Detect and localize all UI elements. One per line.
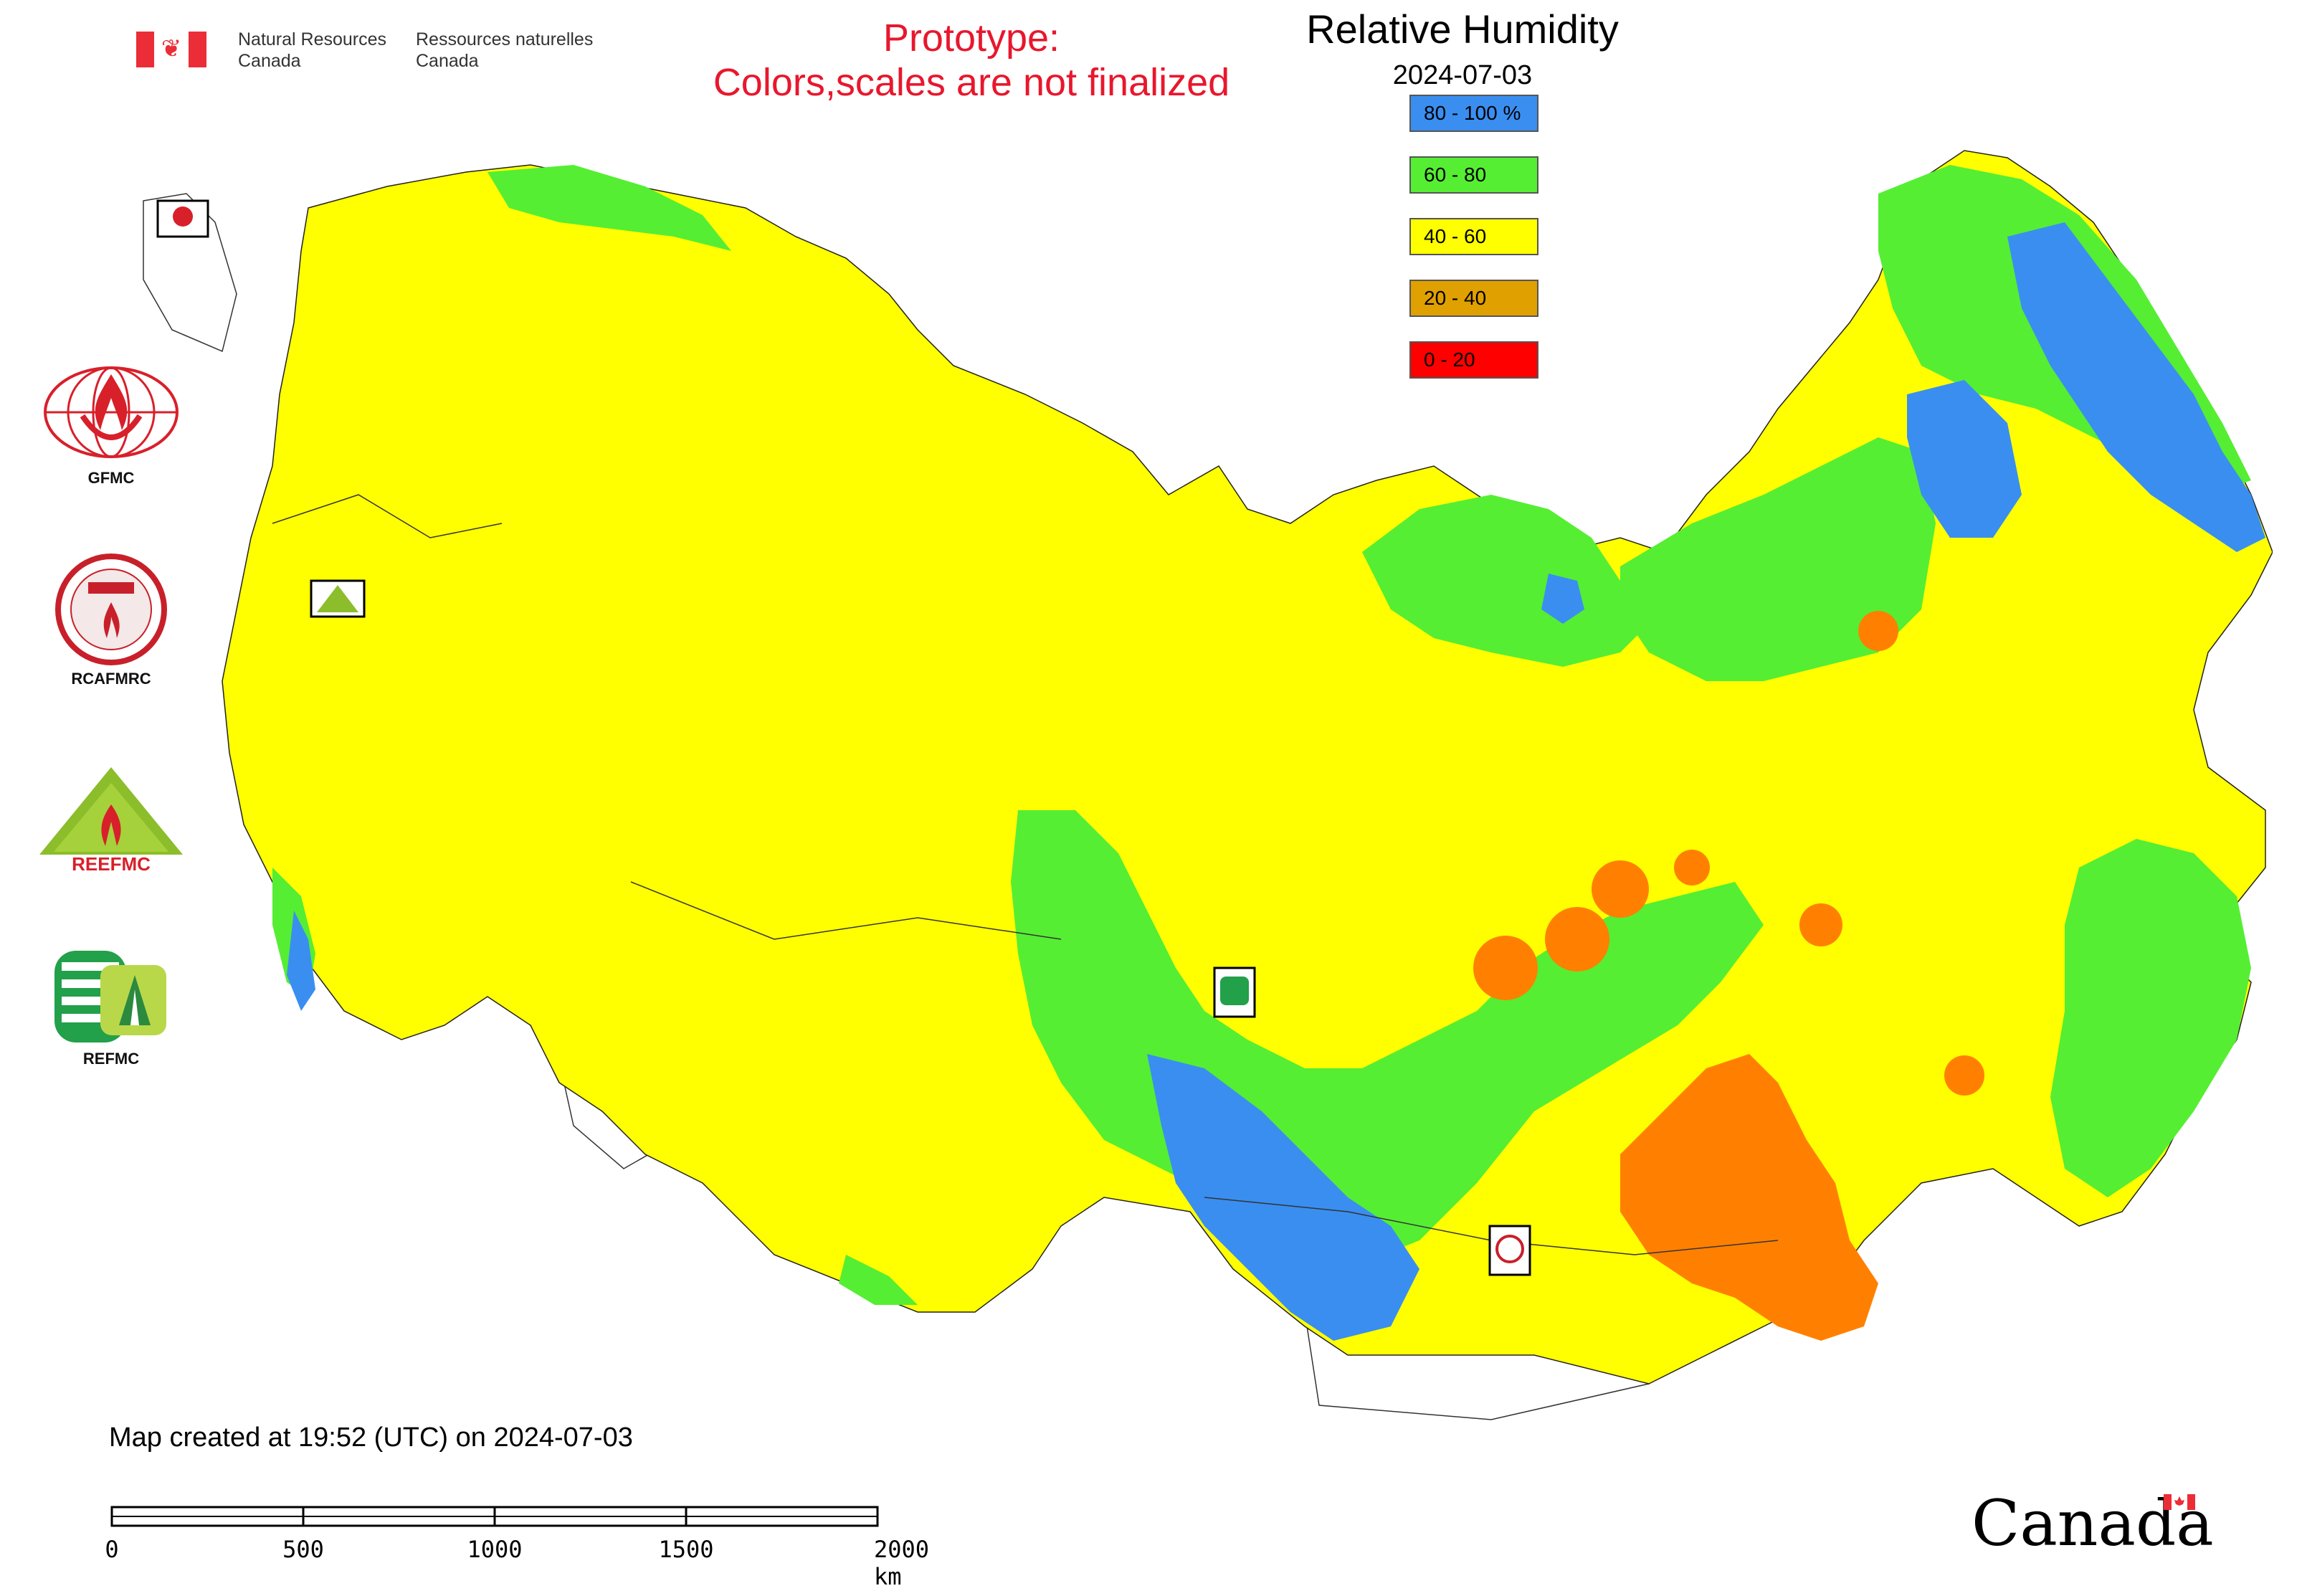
legend-item-40-60: 40 - 60 xyxy=(1409,218,1538,255)
scale-tick-0: 0 xyxy=(105,1536,119,1563)
humidity-map[interactable] xyxy=(129,93,2273,1455)
svg-text:REEFMC: REEFMC xyxy=(72,853,151,875)
rcafmrc-logo: RCAFMRC xyxy=(29,552,194,688)
zone-60-80-yakutia xyxy=(1620,437,1936,681)
refmc-logo: REFMC xyxy=(29,946,194,1068)
rcafmrc-logo-icon xyxy=(55,554,167,665)
gfmc-logo: GFMC xyxy=(29,358,194,488)
zone-80-100-north xyxy=(1541,574,1584,624)
scale-tick-1000: 1000 xyxy=(467,1536,523,1563)
reefmc-logo: REEFMC xyxy=(29,761,194,879)
rcafmrc-label: RCAFMRC xyxy=(71,670,151,688)
zone-80-100-kamchatka xyxy=(2007,222,2265,552)
nrcan-signature: ❦ Natural Resources Canada Ressources na… xyxy=(136,26,609,76)
zone-60-80-taymyr xyxy=(1362,495,1649,667)
agency-name-fr: Ressources naturelles Canada xyxy=(416,29,594,71)
zone-20-40-spot4 xyxy=(1674,850,1710,885)
zone-20-40-spot7 xyxy=(1858,611,1898,651)
map-title: Relative Humidity xyxy=(1306,6,1619,52)
legend: 80 - 100 % 60 - 80 40 - 60 20 - 40 0 - 2… xyxy=(1409,95,1546,389)
legend-item-0-20: 0 - 20 xyxy=(1409,341,1538,379)
station-marker-rcafmrc[interactable] xyxy=(1488,1225,1531,1276)
zone-20-40-spot5 xyxy=(1799,903,1842,946)
zone-80-100-yakutia xyxy=(1907,380,2022,538)
refmc-logo-icon xyxy=(54,951,166,1042)
scale-bar: 0 500 1000 1500 2000 km xyxy=(100,1493,975,1590)
wordmark-flag-icon xyxy=(2164,1494,2195,1510)
border-west xyxy=(272,494,503,538)
zone-20-40-spot1 xyxy=(1473,936,1538,1000)
station-marker-gfmc[interactable] xyxy=(156,199,209,238)
legend-item-80-100: 80 - 100 % xyxy=(1409,95,1538,132)
canada-wordmark: Canada xyxy=(1972,1486,2214,1560)
map-created-note: Map created at 19:52 (UTC) on 2024-07-03 xyxy=(109,1422,633,1453)
zone-80-100-baltic xyxy=(287,911,315,1011)
prototype-notice-line1: Prototype: xyxy=(883,16,1060,60)
zone-20-40-spot2 xyxy=(1545,907,1609,972)
zone-20-40-transbaikal xyxy=(1620,1054,1878,1341)
refmc-label: REFMC xyxy=(82,1050,140,1068)
zone-80-100-altai xyxy=(1147,1054,1419,1341)
zone-20-40-spot6 xyxy=(1944,1055,1984,1096)
zone-60-80-caspian xyxy=(839,1255,918,1305)
scale-tick-500: 500 xyxy=(282,1536,324,1563)
gfmc-label: GFMC xyxy=(87,469,135,487)
station-marker-refmc[interactable] xyxy=(1213,966,1256,1018)
scale-tick-2000: 2000 km xyxy=(874,1536,930,1590)
station-marker-reefmc[interactable] xyxy=(310,579,366,618)
canada-flag-icon: ❦ xyxy=(136,32,206,67)
border-kazakhstan xyxy=(630,881,1062,940)
map-date: 2024-07-03 xyxy=(1392,60,1533,90)
zone-20-40-spot3 xyxy=(1592,860,1649,918)
scale-bar-graphic xyxy=(110,1506,879,1527)
legend-item-60-80: 60 - 80 xyxy=(1409,156,1538,194)
agency-name-en: Natural Resources Canada xyxy=(238,29,387,71)
legend-item-20-40: 20 - 40 xyxy=(1409,280,1538,317)
zone-60-80-kola xyxy=(487,165,731,251)
gfmc-logo-icon xyxy=(44,366,179,458)
scale-tick-1500: 1500 xyxy=(658,1536,714,1563)
reefmc-logo-icon: REEFMC xyxy=(39,767,183,875)
zone-60-80-fareast xyxy=(2050,839,2251,1197)
prototype-notice-line2: Colors,scales are not finalized xyxy=(713,61,1230,104)
